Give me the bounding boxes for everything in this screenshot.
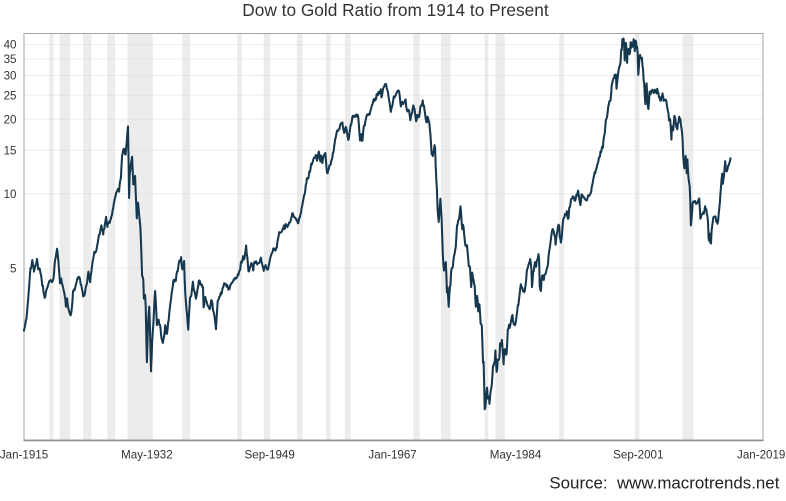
svg-text:5: 5 [10,262,16,275]
svg-text:15: 15 [4,144,17,157]
svg-text:10: 10 [4,188,17,201]
svg-text:35: 35 [4,53,17,66]
svg-text:30: 30 [4,70,17,83]
svg-text:Sep-1949: Sep-1949 [245,449,295,462]
svg-text:Jan-2019: Jan-2019 [737,449,785,462]
svg-text:Jan-1915: Jan-1915 [0,449,48,462]
svg-text:25: 25 [4,89,17,102]
svg-text:20: 20 [4,113,17,126]
svg-text:May-1932: May-1932 [121,449,173,462]
svg-text:May-1984: May-1984 [490,449,542,462]
svg-text:40: 40 [4,39,17,52]
svg-text:Jan-1967: Jan-1967 [368,449,416,462]
svg-text:Source: www.macrotrends.net: Source: www.macrotrends.net [549,474,779,493]
svg-text:Sep-2001: Sep-2001 [613,449,663,462]
svg-text:Dow to Gold Ratio from 1914 to: Dow to Gold Ratio from 1914 to Present [242,0,549,20]
